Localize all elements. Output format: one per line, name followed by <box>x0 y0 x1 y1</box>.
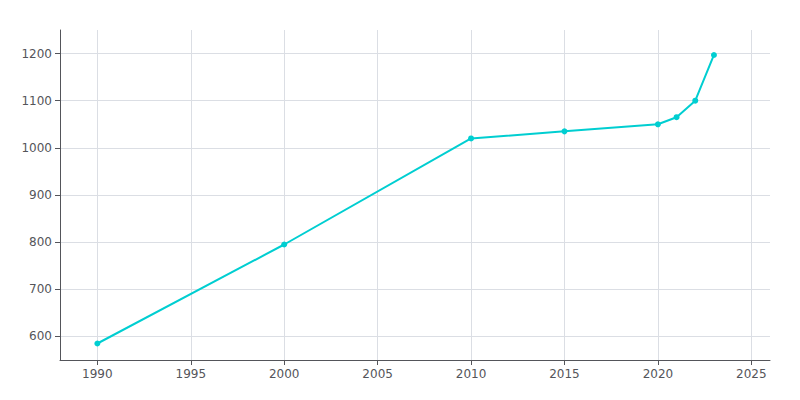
svg-text:2005: 2005 <box>362 367 393 381</box>
svg-text:600: 600 <box>29 329 52 343</box>
svg-text:900: 900 <box>29 188 52 202</box>
svg-text:1200: 1200 <box>21 47 52 61</box>
svg-text:800: 800 <box>29 235 52 249</box>
svg-text:1000: 1000 <box>21 141 52 155</box>
svg-text:2025: 2025 <box>736 367 767 381</box>
svg-text:1100: 1100 <box>21 94 52 108</box>
svg-text:2015: 2015 <box>549 367 580 381</box>
svg-text:2010: 2010 <box>456 367 487 381</box>
svg-text:1990: 1990 <box>82 367 113 381</box>
svg-text:2020: 2020 <box>643 367 674 381</box>
svg-text:2000: 2000 <box>269 367 300 381</box>
svg-text:1995: 1995 <box>176 367 207 381</box>
svg-text:700: 700 <box>29 282 52 296</box>
